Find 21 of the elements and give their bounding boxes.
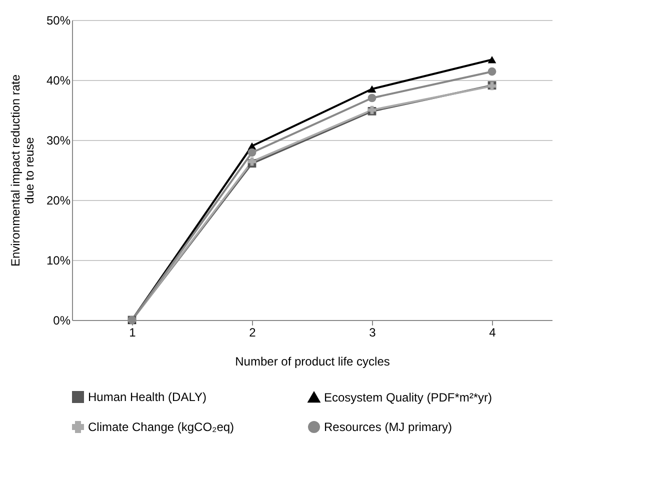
x-axis-title: Number of product life cycles	[235, 354, 390, 368]
point	[368, 85, 376, 93]
x-tick-label: 4	[489, 326, 496, 340]
y-tick-label: 50%	[46, 14, 71, 28]
y-tick-label: 10%	[46, 254, 71, 268]
y-axis-title: Environmental impact reduction rate due to reuse	[8, 74, 36, 267]
point	[248, 148, 256, 157]
point	[488, 67, 496, 76]
legend-label: Climate Change (kgCO₂eq)	[88, 420, 234, 434]
x-tick-label: 2	[249, 326, 256, 340]
y-tick-label: 40%	[46, 74, 71, 88]
legend-label: Resources (MJ primary)	[324, 420, 452, 434]
y-tick-label: 0%	[53, 314, 71, 328]
y-tick-label: 20%	[46, 194, 71, 208]
point	[488, 56, 496, 64]
x-tick-label: 3	[369, 326, 376, 340]
legend-label: Human Health (DALY)	[88, 390, 206, 404]
legend-label: Ecosystem Quality (PDF*m²*yr)	[324, 390, 492, 404]
point	[368, 94, 376, 102]
y-tick-label: 30%	[46, 134, 71, 148]
x-tick-label: 1	[129, 326, 136, 340]
